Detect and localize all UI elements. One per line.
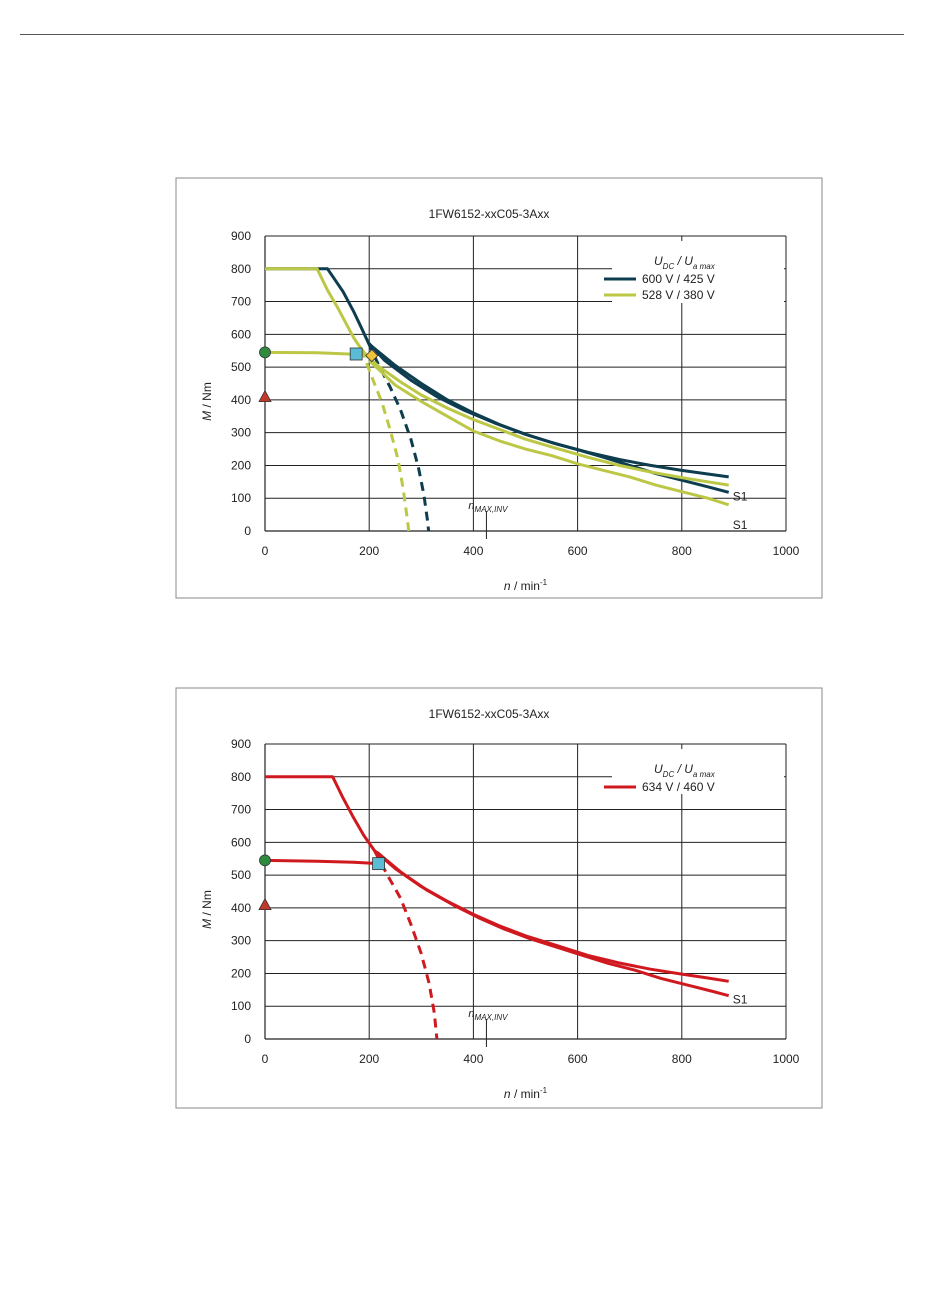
- series-envelope-line: [265, 267, 729, 479]
- y-tick-label: 600: [231, 835, 251, 849]
- legend-entry: 600 V / 425 V: [642, 272, 715, 286]
- series-envelope-line: [265, 267, 729, 487]
- legend-entry: 634 V / 460 V: [642, 780, 715, 794]
- rated-point-marker: [349, 347, 363, 361]
- y-tick-label: 800: [231, 262, 251, 276]
- s1-label: S1: [733, 489, 748, 503]
- x-tick-label: 0: [262, 1052, 269, 1066]
- y-tick-label: 500: [231, 868, 251, 882]
- y-tick-label: 700: [231, 295, 251, 309]
- y-axis-label: M / Nm: [200, 382, 214, 421]
- s1-label: S1: [733, 518, 748, 532]
- x-tick-label: 600: [568, 544, 588, 558]
- series-dashed-line: [373, 849, 439, 1040]
- y-tick-label: 500: [231, 360, 251, 374]
- s1-label: S1: [733, 993, 748, 1007]
- x-axis-label: n / min-1: [504, 1086, 548, 1101]
- triangle-marker: [258, 897, 272, 911]
- y-tick-label: 0: [244, 524, 251, 538]
- y-tick-label: 300: [231, 934, 251, 948]
- y-tick-label: 200: [231, 458, 251, 472]
- y-axis-label: M / Nm: [200, 890, 214, 929]
- y-tick-label: 900: [231, 737, 251, 751]
- x-tick-label: 0: [262, 544, 269, 558]
- chart-title: 1FW6152-xxC05-3Axx: [429, 207, 550, 221]
- peak-torque-marker: [259, 346, 271, 359]
- y-tick-label: 400: [231, 901, 251, 915]
- y-tick-label: 400: [231, 393, 251, 407]
- x-axis-label: n / min-1: [504, 578, 548, 593]
- x-tick-label: 1000: [773, 544, 800, 558]
- x-tick-label: 400: [463, 1052, 483, 1066]
- y-tick-label: 0: [244, 1032, 251, 1046]
- y-tick-label: 700: [231, 803, 251, 817]
- legend-box: [612, 749, 784, 794]
- legend-header: UDC / Ua max: [654, 762, 716, 779]
- x-tick-label: 800: [672, 544, 692, 558]
- x-tick-label: 400: [463, 544, 483, 558]
- y-tick-label: 300: [231, 426, 251, 440]
- series-s1-line: [368, 359, 730, 507]
- y-tick-label: 900: [231, 229, 251, 243]
- nmax-label: nMAX,INV: [468, 500, 508, 514]
- x-tick-label: 600: [568, 1052, 588, 1066]
- y-tick-label: 100: [231, 491, 251, 505]
- continuous-torque-line: [264, 858, 379, 866]
- y-tick-label: 100: [231, 999, 251, 1013]
- diamond-marker: [365, 349, 379, 363]
- chart-title: 1FW6152-xxC05-3Axx: [429, 707, 550, 721]
- series-dashed-line: [359, 348, 411, 532]
- legend-header: UDC / Ua max: [654, 254, 716, 271]
- x-tick-label: 200: [359, 1052, 379, 1066]
- series-s1-line: [368, 343, 730, 494]
- page-top-rule: [20, 34, 904, 35]
- y-tick-label: 200: [231, 966, 251, 980]
- chart-torque-speed-1: 1FW6152-xxC05-3Axx 0 100 200 300 400 500 600 700…: [175, 177, 823, 599]
- chart-torque-speed-2: 1FW6152-xxC05-3Axx 0 100 200 300 400 500 600 700…: [175, 687, 823, 1109]
- x-tick-label: 1000: [773, 1052, 800, 1066]
- y-tick-label: 800: [231, 770, 251, 784]
- peak-torque-marker: [259, 854, 271, 867]
- nmax-label: nMAX,INV: [468, 1008, 508, 1022]
- triangle-marker: [258, 389, 272, 403]
- legend-box: [612, 241, 784, 303]
- y-tick-label: 600: [231, 327, 251, 341]
- x-tick-label: 200: [359, 544, 379, 558]
- series-s1-line: [376, 851, 730, 998]
- legend-entry: 528 V / 380 V: [642, 288, 715, 302]
- x-tick-label: 800: [672, 1052, 692, 1066]
- rated-point-marker: [372, 857, 385, 871]
